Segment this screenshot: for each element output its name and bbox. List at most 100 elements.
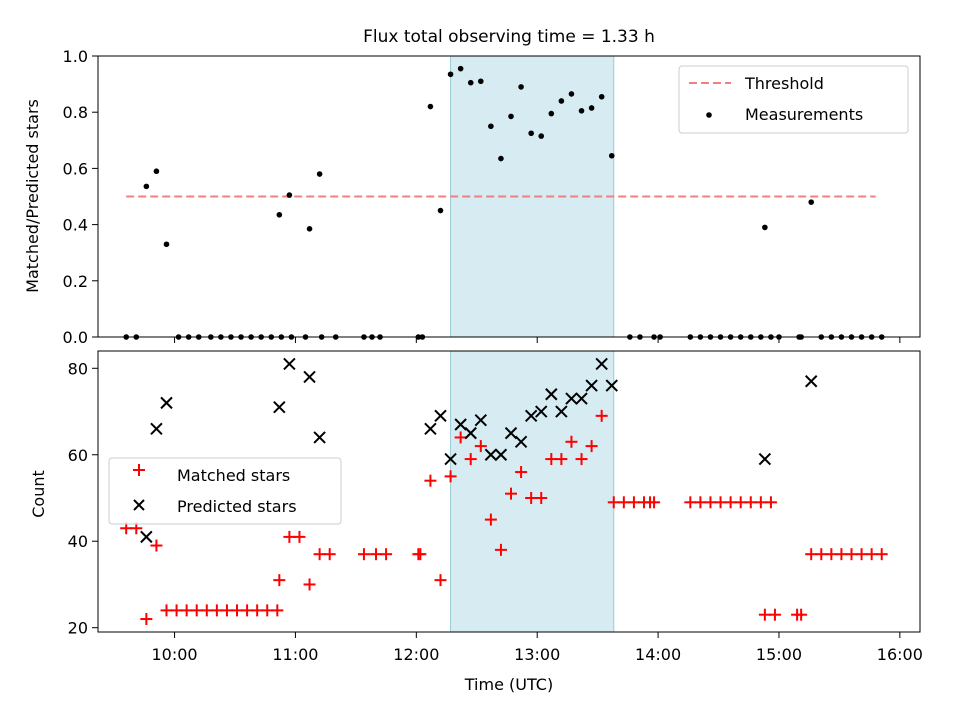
- bottom-y-tick-label: 40: [68, 532, 88, 551]
- matched-star-marker: [575, 453, 588, 466]
- matched-star-marker: [815, 548, 828, 561]
- bottom-shaded-region: [450, 350, 615, 633]
- matched-star-marker: [627, 496, 640, 509]
- measurement-point: [467, 79, 474, 86]
- top-legend: Threshold Measurements: [678, 65, 909, 134]
- matched-star-marker: [231, 604, 244, 617]
- predicted-star-marker: [514, 435, 528, 448]
- measurement-point: [488, 123, 494, 130]
- predicted-star-marker: [424, 422, 437, 436]
- matched-star-marker: [484, 513, 497, 526]
- top-y-ticks: 0.0 0.2 0.4 0.6 0.8 1.0: [63, 47, 98, 347]
- measurement-point: [568, 91, 575, 97]
- matched-star-marker: [241, 604, 254, 617]
- measurement-point: [508, 113, 514, 120]
- predicted-star-marker: [273, 400, 286, 414]
- legend-measurements-swatch: [706, 112, 712, 118]
- bottom-matched-points: [120, 409, 888, 626]
- matched-star-marker: [464, 453, 477, 466]
- matched-star-marker: [494, 543, 507, 556]
- matched-star-marker: [845, 548, 858, 561]
- top-y-tick-label: 1.0: [63, 47, 88, 66]
- predicted-star-marker: [484, 448, 498, 461]
- matched-star-marker: [434, 574, 447, 587]
- matched-star-marker: [724, 496, 737, 509]
- predicted-star-marker: [545, 388, 558, 401]
- top-y-axis-label: Matched/Predicted stars: [23, 99, 42, 293]
- predicted-star-marker: [758, 452, 772, 466]
- top-y-tick-label: 0.6: [63, 159, 88, 178]
- predicted-star-marker: [605, 379, 618, 392]
- matched-star-marker: [595, 409, 608, 422]
- top-y-tick-label: 0.4: [63, 216, 88, 235]
- measurement-point: [143, 183, 150, 190]
- measurement-point: [306, 226, 313, 232]
- x-axis-label: Time (UTC): [464, 675, 553, 694]
- legend-measurements-label: Measurements: [745, 105, 863, 124]
- matched-star-marker: [271, 604, 284, 617]
- measurement-point: [608, 152, 615, 159]
- matched-star-marker: [293, 530, 306, 543]
- top-legend-box: [678, 65, 909, 134]
- matched-star-marker: [585, 440, 598, 453]
- measurement-point: [598, 93, 605, 100]
- predicted-star-marker: [303, 370, 316, 384]
- top-panel-title: Flux total observing time = 1.33 h: [363, 27, 655, 47]
- measurement-point: [558, 98, 565, 104]
- matched-star-marker: [180, 604, 193, 617]
- matched-star-marker: [525, 491, 538, 504]
- matched-star-marker: [357, 548, 370, 561]
- x-tick-label: 16:00: [877, 645, 923, 664]
- matched-star-marker: [535, 491, 548, 504]
- matched-star-marker: [825, 548, 838, 561]
- matched-star-marker: [313, 548, 326, 561]
- matched-star-marker: [758, 608, 771, 621]
- measurement-point: [457, 65, 464, 72]
- predicted-star-marker: [494, 448, 508, 461]
- matched-star-marker: [273, 574, 286, 587]
- matched-star-marker: [555, 453, 568, 466]
- bottom-plot-frame: [97, 350, 921, 633]
- matched-star-marker: [210, 604, 223, 617]
- matched-star-marker: [875, 548, 888, 561]
- measurement-point: [578, 107, 585, 114]
- predicted-star-marker: [504, 426, 518, 440]
- matched-star-marker: [283, 530, 296, 543]
- matched-star-marker: [303, 578, 316, 591]
- matched-star-marker: [200, 604, 213, 617]
- top-plot-frame: [97, 55, 921, 338]
- predicted-star-marker: [140, 530, 153, 544]
- matched-star-marker: [220, 604, 233, 617]
- predicted-star-marker: [585, 379, 598, 392]
- measurement-point: [437, 207, 444, 214]
- matched-star-marker: [380, 548, 393, 561]
- measurement-point: [518, 84, 524, 90]
- top-panel: Flux total observing time = 1.33 h 0.00.…: [23, 27, 921, 347]
- matched-star-marker: [805, 548, 818, 561]
- legend-threshold-label: Threshold: [744, 74, 824, 93]
- bottom-legend-box: [108, 457, 342, 525]
- predicted-star-marker: [434, 409, 447, 423]
- measurement-point: [316, 171, 323, 177]
- measurement-point: [153, 168, 160, 175]
- predicted-star-marker: [595, 357, 608, 371]
- matched-star-marker: [261, 604, 274, 617]
- bottom-y-ticks: 20 40 60 80: [68, 359, 98, 638]
- x-tick-label: 14:00: [635, 645, 681, 664]
- measurement-point: [538, 133, 545, 139]
- matched-star-marker: [704, 496, 717, 509]
- matched-star-marker: [150, 539, 163, 552]
- matched-star-marker: [474, 440, 487, 453]
- measurement-point: [498, 155, 504, 162]
- predicted-star-marker: [575, 392, 588, 405]
- matched-star-marker: [370, 548, 383, 561]
- measurement-point: [528, 130, 534, 137]
- matched-star-marker: [648, 496, 661, 509]
- matched-star-marker: [424, 474, 437, 487]
- measurement-point: [427, 103, 434, 110]
- x-tick-label: 10:00: [152, 645, 198, 664]
- predicted-star-marker: [160, 396, 173, 410]
- top-measurement-points: [123, 65, 885, 340]
- measurement-point: [548, 110, 555, 117]
- matched-star-marker: [323, 548, 336, 561]
